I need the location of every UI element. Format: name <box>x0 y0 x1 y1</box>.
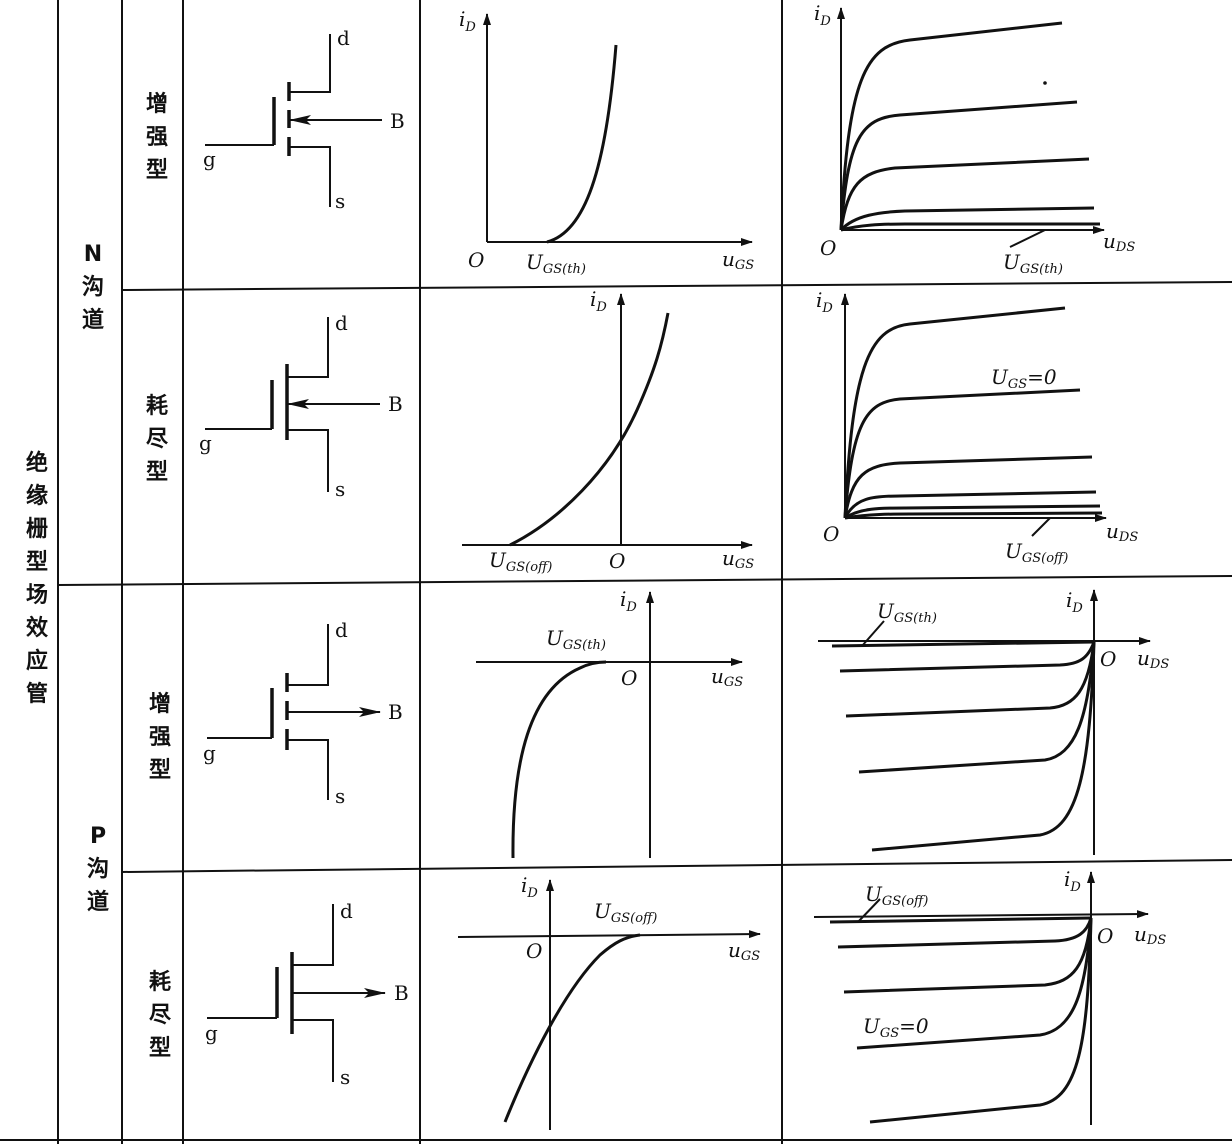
gate-label: g <box>203 741 216 765</box>
drain-label: d <box>335 618 348 642</box>
param-label: UGS=0 <box>863 1014 929 1041</box>
source-label: s <box>335 477 345 501</box>
substrate-label: B <box>390 109 405 133</box>
substrate-label: B <box>394 981 409 1005</box>
axis-label-id: iD <box>1064 867 1081 895</box>
source-label: s <box>340 1065 350 1089</box>
channel-label-n: N沟道 <box>81 242 104 333</box>
param-label: UGS(th) <box>1003 250 1063 277</box>
mosfet-symbol-p-enhancement: d g s B <box>203 618 403 808</box>
axis-label-ugs: uGS <box>711 664 743 690</box>
origin-label: O <box>820 236 836 260</box>
substrate-label: B <box>388 700 403 724</box>
drain-label: d <box>340 899 353 923</box>
gate-label: g <box>203 147 216 171</box>
gate-label: g <box>199 431 212 455</box>
group-label: 绝缘栅型场效应管 <box>25 451 48 707</box>
transfer-curve-n-enhancement: iD O UGS(th) uGS <box>459 7 754 277</box>
source-label: s <box>335 189 345 213</box>
axis-label-id: iD <box>816 288 833 316</box>
row-type-label: 增强型 <box>145 92 168 183</box>
row-type-label: 增强型 <box>148 692 171 783</box>
drain-label: d <box>337 26 350 50</box>
output-curves-n-depletion: iD UGS=0 O UGS(off) uDS <box>816 288 1138 566</box>
mosfet-symbol-n-enhancement: d g s B <box>203 26 405 213</box>
axis-label-id: iD <box>590 287 607 315</box>
param-label: UGS(off) <box>1005 539 1068 566</box>
axis-label-ugs: uGS <box>728 938 760 964</box>
axis-label-ugs: uGS <box>722 247 754 273</box>
output-curves-p-enhancement: UGS(th) iD O uDS <box>818 588 1169 855</box>
origin-label: O <box>823 522 839 546</box>
param-label: UGS(th) <box>877 599 937 626</box>
axis-label-ugs: uGS <box>722 546 754 572</box>
origin-label: O <box>609 549 625 573</box>
param-label: UGS=0 <box>991 365 1057 392</box>
origin-label: O <box>1097 924 1113 948</box>
axis-label-uds: uDS <box>1103 229 1135 255</box>
axis-label-id: iD <box>1066 588 1083 616</box>
axis-label-id: iD <box>814 1 831 29</box>
param-label: UGS(off) <box>594 899 657 926</box>
axis-label-id: iD <box>459 7 476 35</box>
row-type-label: 耗尽型 <box>148 970 171 1061</box>
axis-label-id: iD <box>620 587 637 615</box>
output-curves-p-depletion: UGS(off) iD O uDS UGS=0 <box>813 867 1166 1125</box>
output-curves-n-enhancement: iD O UGS(th) uDS <box>814 1 1135 277</box>
axis-label-uds: uDS <box>1134 922 1166 948</box>
param-label: UGS(th) <box>526 250 586 277</box>
mosfet-symbol-p-depletion: d g s B <box>205 899 409 1089</box>
param-label: UGS(th) <box>546 626 606 653</box>
transfer-curve-p-enhancement: iD UGS(th) O uGS <box>476 587 743 859</box>
gate-label: g <box>205 1021 218 1045</box>
origin-label: O <box>1100 647 1116 671</box>
origin-label: O <box>468 248 484 272</box>
axis-label-id: iD <box>521 873 538 901</box>
param-label: UGS(off) <box>489 548 552 575</box>
channel-label-p: P沟道 <box>86 824 109 915</box>
origin-label: O <box>621 666 637 690</box>
substrate-label: B <box>388 392 403 416</box>
origin-label: O <box>526 939 542 963</box>
mosfet-symbol-n-depletion: d g s B <box>199 311 403 501</box>
drain-label: d <box>335 311 348 335</box>
transfer-curve-p-depletion: iD UGS(off) O uGS <box>457 873 761 1130</box>
param-label: UGS(off) <box>865 882 928 909</box>
row-type-label: 耗尽型 <box>145 394 168 485</box>
source-label: s <box>335 784 345 808</box>
axis-label-uds: uDS <box>1106 519 1138 545</box>
transfer-curve-n-depletion: iD UGS(off) O uGS <box>462 287 754 575</box>
axis-label-uds: uDS <box>1137 646 1169 672</box>
